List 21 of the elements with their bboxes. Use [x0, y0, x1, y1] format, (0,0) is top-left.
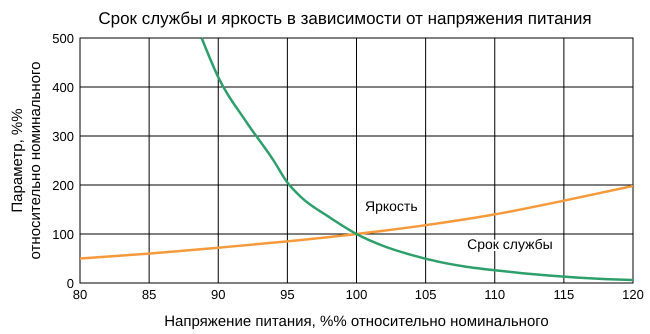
y-axis-title: Параметр, %% относительно номинального	[9, 62, 44, 260]
y-tick-label: 100	[52, 227, 74, 242]
y-tick-label: 400	[52, 80, 74, 95]
y-tick-label: 200	[52, 178, 74, 193]
chart-title: Срок службы и яркость в зависимости от напряжения питания	[98, 9, 592, 28]
y-tick-label: 500	[52, 31, 74, 46]
y-tick-label: 300	[52, 129, 74, 144]
line-series	[80, 184, 633, 260]
x-tick-label: 100	[346, 287, 368, 302]
line-series	[200, 36, 633, 282]
series-label: Яркость	[364, 198, 418, 214]
x-tick-label: 105	[414, 287, 436, 302]
x-axis-title: Напряжение питания, %% относительно номинального	[164, 313, 549, 330]
x-tick-label: 80	[72, 287, 88, 302]
x-tick-label: 120	[622, 287, 644, 302]
x-tick-label: 115	[554, 287, 574, 302]
x-tick-label: 90	[211, 287, 226, 302]
x-tick-label: 110	[484, 287, 506, 302]
y-tick-label: 0	[66, 276, 74, 291]
x-tick-label: 95	[280, 287, 295, 302]
x-tick-label: 85	[142, 287, 156, 302]
